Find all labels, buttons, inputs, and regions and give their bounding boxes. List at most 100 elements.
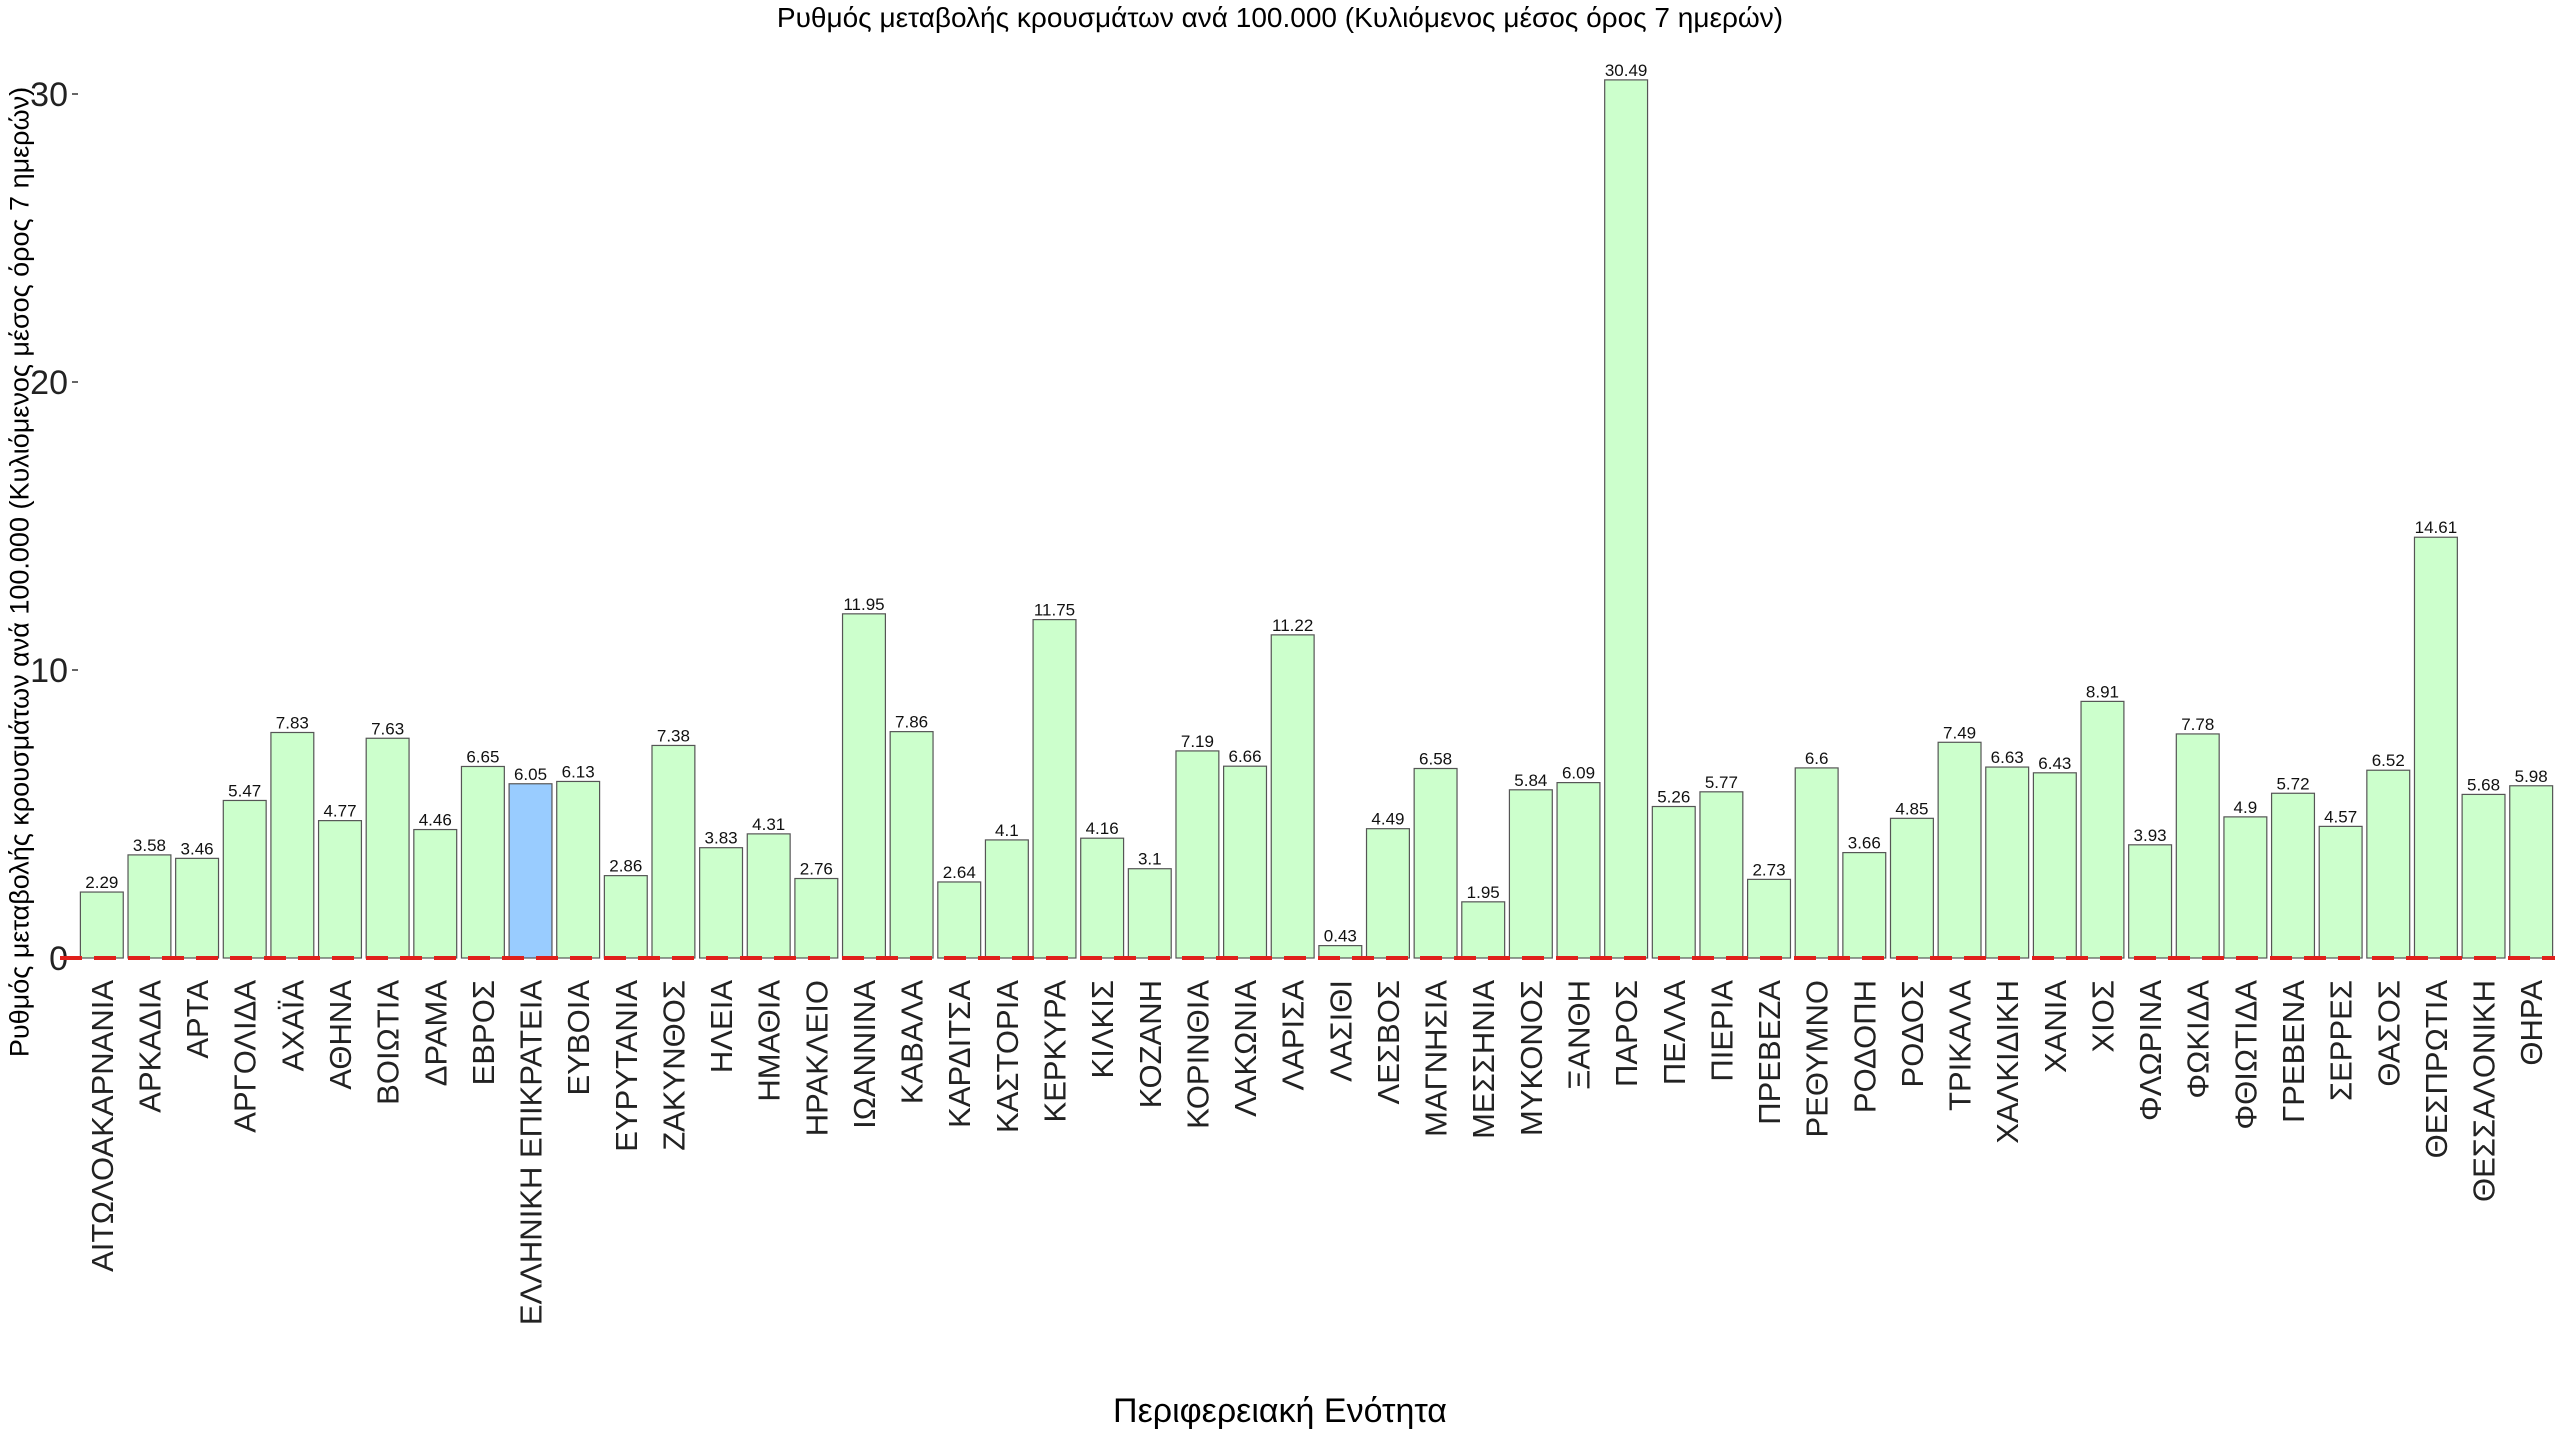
bar	[603, 875, 648, 959]
bar	[2413, 536, 2458, 959]
bar	[1937, 741, 1982, 959]
x-tick-label: ΦΩΚΙΔΑ	[2181, 980, 2216, 1099]
bar-value-label: 5.26	[1657, 788, 1690, 807]
bar-value-label: 2.64	[943, 863, 976, 882]
bar	[2175, 733, 2220, 959]
bar	[2080, 700, 2125, 959]
bar	[937, 881, 982, 959]
x-tick-label: ΑΡΤΑ	[180, 980, 215, 1059]
bar	[1080, 837, 1125, 959]
x-tick-label: ΜΑΓΝΗΣΙΑ	[1419, 980, 1454, 1137]
bar-value-label: 5.68	[2467, 775, 2500, 794]
x-tick-label: ΙΩΑΝΝΙΝΑ	[847, 980, 882, 1129]
bar	[556, 780, 601, 959]
x-tick-label: ΕΒΡΟΣ	[466, 980, 501, 1085]
bar-value-label: 3.1	[1138, 850, 1162, 869]
bar	[1223, 765, 1268, 959]
bar	[1794, 767, 1839, 959]
y-tick-label: 10	[30, 652, 68, 690]
x-tick-label: ΖΑΚΥΝΘΟΣ	[656, 980, 691, 1151]
bar-value-label: 5.98	[2515, 767, 2548, 786]
bar-value-label: 3.93	[2134, 826, 2167, 845]
bar	[794, 877, 839, 959]
bar-value-label: 6.13	[562, 762, 595, 781]
bar-value-label: 3.46	[181, 839, 214, 858]
x-tick-label: ΛΑΡΙΣΑ	[1276, 980, 1311, 1091]
bar	[2461, 793, 2506, 959]
bar	[2366, 769, 2411, 959]
bar	[2270, 792, 2316, 959]
x-tick-label: ΘΕΣΣΑΛΟΝΙΚΗ	[2467, 980, 2502, 1202]
bar-value-label: 4.31	[752, 815, 785, 834]
bar-value-label: 6.66	[1229, 747, 1262, 766]
bar	[270, 731, 315, 959]
bar	[841, 613, 887, 959]
bar-value-label: 3.58	[133, 836, 166, 855]
x-tick-label: ΤΡΙΚΑΛΑ	[1943, 980, 1978, 1111]
x-tick-label: ΚΟΡΙΝΘΙΑ	[1180, 980, 1215, 1129]
bar-value-label: 5.84	[1514, 771, 1547, 790]
bar	[1842, 851, 1887, 959]
bar-value-label: 2.29	[85, 873, 118, 892]
x-tick-label: ΘΑΣΟΣ	[2371, 980, 2406, 1087]
bar	[2509, 785, 2554, 959]
bar-value-label: 6.43	[2038, 754, 2071, 773]
bar	[1365, 828, 1410, 959]
bar	[1889, 817, 1934, 959]
bar	[1985, 766, 2030, 959]
bar-value-label: 7.86	[895, 713, 928, 732]
x-tick-label: ΜΥΚΟΝΟΣ	[1514, 980, 1549, 1136]
x-tick-label: ΑΘΗΝΑ	[323, 980, 358, 1090]
x-tick-label: ΦΘΙΩΤΙΔΑ	[2228, 980, 2263, 1130]
bar-value-label: 4.57	[2324, 807, 2357, 826]
bar	[79, 891, 124, 959]
bar	[1461, 901, 1506, 959]
bar	[889, 731, 934, 959]
bar-value-label: 6.09	[1562, 764, 1595, 783]
x-tick-label: ΑΙΤΩΛΟΑΚΑΡΝΑΝΙΑ	[85, 980, 120, 1272]
bar	[1746, 878, 1792, 959]
bar-value-label: 4.49	[1371, 810, 1404, 829]
x-tick-label: ΠΡΕΒΕΖΑ	[1752, 980, 1787, 1125]
bar-value-label: 11.95	[843, 595, 884, 614]
bar-value-label: 4.1	[995, 821, 1019, 840]
bar	[1508, 789, 1553, 959]
bar-value-label: 7.49	[1943, 723, 1976, 742]
bar	[1127, 868, 1172, 959]
x-axis-title: Περιφερειακή Ενότητα	[1113, 1392, 1447, 1430]
bar-value-label: 0.43	[1324, 927, 1357, 946]
bar-value-label: 6.05	[514, 765, 547, 784]
bar	[2128, 844, 2173, 959]
bar	[508, 783, 553, 959]
x-tick-label: ΧΑΛΚΙΔΙΚΗ	[1990, 980, 2025, 1144]
bar-value-label: 14.61	[2415, 518, 2458, 537]
bar	[651, 744, 696, 959]
x-tick-label: ΛΕΣΒΟΣ	[1371, 980, 1406, 1105]
x-tick-label: ΡΟΔΟΠΗ	[1847, 980, 1882, 1113]
bar-value-label: 4.9	[2234, 798, 2258, 817]
bar	[365, 737, 410, 959]
bar-value-label: 11.22	[1272, 616, 1313, 635]
x-tick-label: ΕΥΒΟΙΑ	[561, 980, 596, 1096]
x-tick-label: ΜΕΣΣΗΝΙΑ	[1466, 980, 1501, 1139]
x-tick-label: ΔΡΑΜΑ	[418, 980, 453, 1087]
x-tick-label: ΚΑΒΑΛΑ	[895, 980, 930, 1104]
x-tick-label: ΛΑΣΙΘΙ	[1323, 980, 1358, 1082]
bar-value-label: 7.19	[1181, 732, 1214, 751]
bar-value-label: 3.66	[1848, 834, 1881, 853]
bar-value-label: 5.72	[2276, 774, 2309, 793]
bar-value-label: 6.65	[466, 747, 499, 766]
x-tick-label: ΦΛΩΡΙΝΑ	[2133, 980, 2168, 1121]
bar	[699, 847, 744, 959]
x-tick-label: ΑΡΓΟΛΙΔΑ	[228, 980, 263, 1133]
bar-value-label: 7.78	[2181, 715, 2214, 734]
bar	[175, 857, 220, 959]
x-tick-label: ΚΑΣΤΟΡΙΑ	[990, 980, 1025, 1133]
bar	[222, 799, 267, 959]
bar	[984, 839, 1029, 959]
x-tick-label: ΒΟΙΩΤΙΑ	[371, 980, 406, 1105]
bar	[746, 833, 791, 959]
x-tick-label: ΠΙΕΡΙΑ	[1704, 980, 1739, 1082]
x-tick-label: ΚΑΡΔΙΤΣΑ	[942, 980, 977, 1128]
